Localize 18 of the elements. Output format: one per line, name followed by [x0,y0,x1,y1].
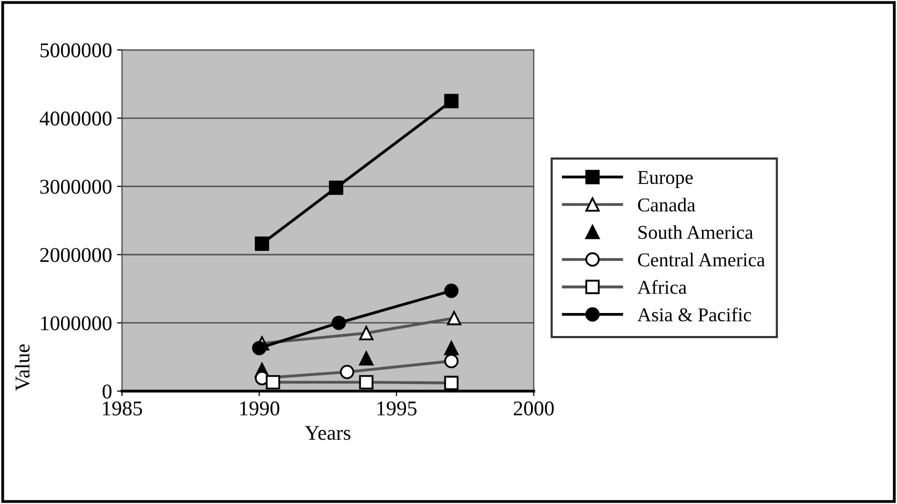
x-tick-label: 1990 [240,401,280,416]
legend-label: Central America [638,252,765,266]
x-tick-label: 2000 [514,401,554,416]
legend-label: Africa [637,280,687,294]
y-tick-label: 4000000 [40,112,112,126]
legend-label: Canada [638,198,696,212]
legend-label: South America [638,225,754,239]
y-tick-label: 3000000 [40,180,112,194]
legend-label: Europe [638,171,693,188]
y-tick-label: 0 [102,384,112,399]
y-tick-label: 5000000 [40,43,112,58]
legend-label: Asia & Pacific [637,308,752,322]
x-tick-label: 1985 [102,401,142,416]
y-tick-label: 2000000 [40,248,112,262]
x-axis-title: Years [304,426,350,440]
y-axis-title: Value [14,344,30,391]
x-tick-label: 1995 [377,401,416,416]
y-tick-label: 1000000 [41,316,112,330]
